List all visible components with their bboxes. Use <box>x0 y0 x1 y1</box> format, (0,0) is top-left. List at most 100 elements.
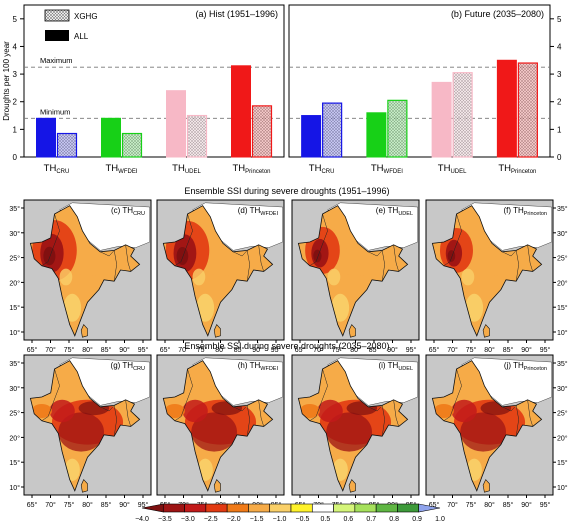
y-tick-label: 2 <box>13 98 18 107</box>
colorbar-tick-label: 0.7 <box>366 516 376 522</box>
map-island <box>348 479 356 493</box>
y-tick-label: 35° <box>9 205 20 213</box>
map-border <box>125 244 131 272</box>
bar-all <box>431 81 452 158</box>
map-panel-label: (c) THCRU <box>111 206 145 217</box>
colorbar-tick-label: −3.5 <box>158 516 172 522</box>
map-panel-label: (j) THPrinceton <box>504 361 547 372</box>
map-border <box>502 405 517 412</box>
colorbar-segment <box>269 503 292 513</box>
map-panel: (c) THCRU 65° 70° 75° 80° 85° 90° 95° 35° 30° 25° 2… <box>9 199 152 354</box>
colorbar-tick-label: −0.5 <box>296 516 310 522</box>
bar-panel-b: 0 1 2 3 4 5 (b) Future (2035–2080) THCRU THWFDEI… <box>288 4 562 175</box>
panel-title: (b) Future (2035–2080) <box>451 9 544 19</box>
colorbar-segment <box>397 503 420 513</box>
map-border <box>368 250 383 257</box>
drought-zone <box>433 404 454 418</box>
x-tick-label: 95° <box>138 501 149 509</box>
bar-panel-a: 0 1 2 3 4 5 Maximum Minimum (a) Hist (1951–1996)… <box>13 4 285 175</box>
drought-zone <box>313 249 322 263</box>
colorbar-tick-label: 0.6 <box>343 516 353 522</box>
map-border <box>233 405 248 412</box>
map-border <box>258 244 264 272</box>
map-border <box>381 250 385 282</box>
drought-zone <box>58 412 105 452</box>
bar-xghg-hatch <box>186 114 208 158</box>
y-tick-label: 1 <box>13 125 18 134</box>
y-tick-label: 35° <box>557 360 568 368</box>
map-border <box>443 368 462 422</box>
drought-zone <box>299 404 320 418</box>
colorbar-segment <box>248 503 271 513</box>
x-tick-label: 65° <box>295 346 306 354</box>
bar-all <box>36 117 56 158</box>
x-tick-label: 85° <box>503 346 514 354</box>
x-tick-label: 80° <box>215 346 226 354</box>
map-border <box>309 213 328 267</box>
map-island <box>482 479 490 493</box>
bar-xghg-hatch <box>517 62 538 158</box>
x-tick-label: 80° <box>350 346 361 354</box>
map-border <box>443 213 462 267</box>
x-tick-label: 65° <box>160 346 171 354</box>
x-tick-label: 70° <box>447 501 458 509</box>
bar-xghg <box>56 132 78 158</box>
map-border <box>41 213 60 267</box>
drought-zone <box>164 404 185 418</box>
category-label: THUDEL <box>172 163 201 175</box>
y-tick-label: 20° <box>557 434 568 442</box>
y-tick-label: 10° <box>557 329 568 337</box>
bar-all <box>101 117 121 158</box>
x-tick-label: 95° <box>540 501 551 509</box>
colorbar-tick-label: −2.0 <box>227 516 241 522</box>
map-island <box>80 324 88 338</box>
drought-zone <box>31 404 52 418</box>
bar-xghg <box>251 105 273 158</box>
map-border <box>393 399 399 427</box>
map-panel: (j) THPrinceton 65° 70° 75° 80° 85° 90° 95° 35° 3… <box>425 354 568 509</box>
map-border <box>527 399 533 427</box>
y-tick-label: 20° <box>9 434 20 442</box>
bar-xghg <box>452 72 473 158</box>
drought-zone <box>461 268 475 286</box>
reference-line-label: Minimum <box>40 107 70 116</box>
map-border <box>368 405 383 412</box>
drought-zone <box>182 399 208 423</box>
drought-zone <box>59 268 73 286</box>
plot-frame <box>288 4 551 158</box>
y-tick-label: 1 <box>557 125 562 134</box>
y-tick-label: 5 <box>13 15 18 24</box>
map-border <box>246 405 250 437</box>
y-tick-label: 30° <box>9 385 20 393</box>
y-tick-label: 0 <box>557 153 562 162</box>
bar-xghg <box>517 62 538 158</box>
bar-xghg <box>186 114 208 158</box>
map-border <box>100 250 115 257</box>
legend: XGHG ALL <box>44 9 98 41</box>
legend-label-all: ALL <box>74 32 89 41</box>
x-tick-label: 65° <box>27 501 38 509</box>
map-island <box>80 479 88 493</box>
map-border <box>527 244 533 272</box>
x-tick-label: 65° <box>27 346 38 354</box>
bar-all <box>166 90 186 158</box>
colorbar-tick-label: −3.0 <box>181 516 195 522</box>
colorbar-tick-label: −1.5 <box>250 516 264 522</box>
y-tick-label: 30° <box>9 230 20 238</box>
colorbar-segment <box>333 503 356 513</box>
map-border <box>174 213 193 267</box>
bar-all <box>301 115 322 158</box>
x-tick-label: 80° <box>82 346 93 354</box>
x-tick-label: 85° <box>101 346 112 354</box>
x-tick-label: 70° <box>447 346 458 354</box>
x-tick-label: 85° <box>503 501 514 509</box>
drought-zone <box>63 293 82 322</box>
reference-line-label: Maximum <box>40 56 73 65</box>
plot-frame <box>23 4 285 158</box>
bar-xghg-hatch <box>121 132 143 158</box>
x-tick-label: 90° <box>252 346 263 354</box>
x-tick-label: 70° <box>313 346 324 354</box>
bar-xghg-hatch <box>387 99 408 158</box>
